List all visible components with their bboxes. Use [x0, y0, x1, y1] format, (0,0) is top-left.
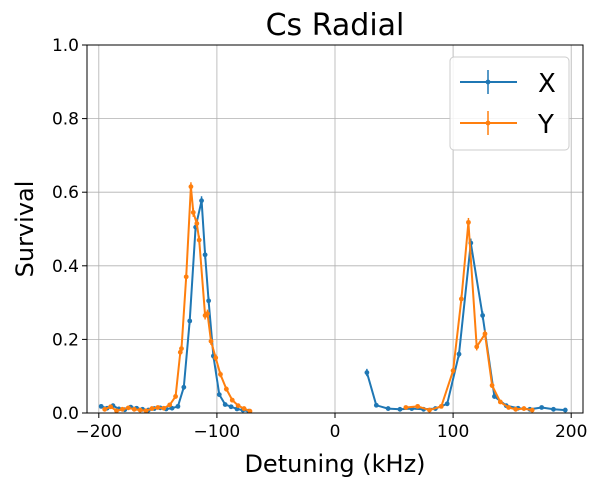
- data-point: [199, 198, 204, 204]
- series-layer: [98, 182, 568, 414]
- data-point: [155, 405, 161, 410]
- data-point: [492, 394, 497, 399]
- data-point: [474, 344, 480, 350]
- data-point: [444, 401, 450, 407]
- data-point: [108, 404, 114, 410]
- legend-label: X: [538, 69, 556, 99]
- data-point: [521, 406, 527, 411]
- data-point: [149, 406, 155, 411]
- data-point: [562, 407, 568, 413]
- data-point: [247, 408, 253, 414]
- data-point: [229, 397, 235, 403]
- data-point: [241, 406, 247, 411]
- data-point: [489, 383, 495, 388]
- data-point: [181, 384, 187, 390]
- y-tick-label: 0.0: [52, 404, 79, 424]
- data-point: [458, 296, 464, 302]
- series-line: [100, 199, 249, 413]
- legend-box: [449, 56, 570, 151]
- x-tick-label: 200: [555, 422, 587, 442]
- data-point: [235, 403, 241, 409]
- y-tick-label: 0.4: [52, 257, 79, 277]
- data-point: [450, 368, 456, 374]
- data-point: [223, 386, 229, 392]
- data-point: [513, 406, 519, 412]
- data-point: [202, 252, 208, 258]
- data-point: [551, 406, 556, 412]
- data-point: [222, 402, 228, 407]
- y-tick-label: 0.6: [52, 183, 79, 203]
- data-point: [173, 394, 178, 399]
- data-point: [506, 405, 511, 410]
- data-point: [187, 318, 193, 324]
- data-point: [373, 402, 379, 408]
- data-point: [196, 237, 202, 243]
- data-point: [206, 298, 212, 304]
- legend: XY: [449, 56, 570, 151]
- axis-ticks: −200 −100 0 100 200 0.0 0.2 0.4 0.6 0.8 1.0: [52, 36, 587, 442]
- series-line: [104, 185, 251, 413]
- data-point: [397, 406, 403, 412]
- data-point: [216, 392, 222, 397]
- data-point: [403, 405, 409, 410]
- x-tick-label: −200: [75, 422, 122, 442]
- data-point: [179, 346, 184, 351]
- data-point: [183, 274, 189, 280]
- data-point: [466, 219, 471, 225]
- x-tick-label: 0: [330, 422, 341, 442]
- data-point: [415, 403, 421, 409]
- y-tick-label: 1.0: [52, 36, 79, 56]
- data-point: [175, 403, 181, 409]
- data-point: [190, 210, 196, 215]
- data-point: [167, 402, 173, 408]
- x-tick-label: −100: [194, 422, 241, 442]
- y-tick-label: 0.2: [52, 330, 79, 350]
- data-point: [539, 405, 545, 410]
- data-point: [529, 407, 535, 413]
- data-point: [131, 406, 137, 412]
- data-point: [480, 313, 486, 318]
- series-line: [365, 242, 566, 412]
- data-point: [497, 399, 503, 405]
- data-point: [114, 408, 119, 414]
- data-point: [482, 331, 488, 337]
- data-point: [169, 405, 175, 411]
- x-tick-label: 100: [437, 422, 469, 442]
- data-point: [205, 311, 210, 317]
- data-point: [188, 184, 194, 190]
- data-point: [143, 408, 149, 414]
- data-point: [137, 407, 143, 413]
- legend-marker: [485, 120, 491, 126]
- data-point: [213, 355, 219, 361]
- data-point: [208, 338, 214, 344]
- legend-marker: [485, 79, 491, 85]
- data-point: [161, 405, 167, 411]
- series-x: [98, 196, 568, 414]
- y-axis-label: Survival: [11, 181, 39, 278]
- data-point: [218, 371, 223, 377]
- data-point: [102, 406, 108, 412]
- data-point: [456, 351, 462, 357]
- data-point: [98, 403, 104, 409]
- series-y: [102, 182, 535, 414]
- data-point: [385, 406, 391, 411]
- data-point: [438, 403, 444, 409]
- legend-label: Y: [537, 110, 554, 140]
- x-axis-label: Detuning (kHz): [244, 450, 425, 478]
- data-point: [125, 405, 131, 411]
- data-point: [120, 406, 125, 412]
- data-point: [194, 221, 200, 226]
- data-point: [364, 370, 370, 375]
- data-point: [228, 404, 234, 410]
- data-point: [427, 407, 432, 413]
- chart-title: Cs Radial: [266, 8, 405, 43]
- y-tick-label: 0.8: [52, 110, 79, 130]
